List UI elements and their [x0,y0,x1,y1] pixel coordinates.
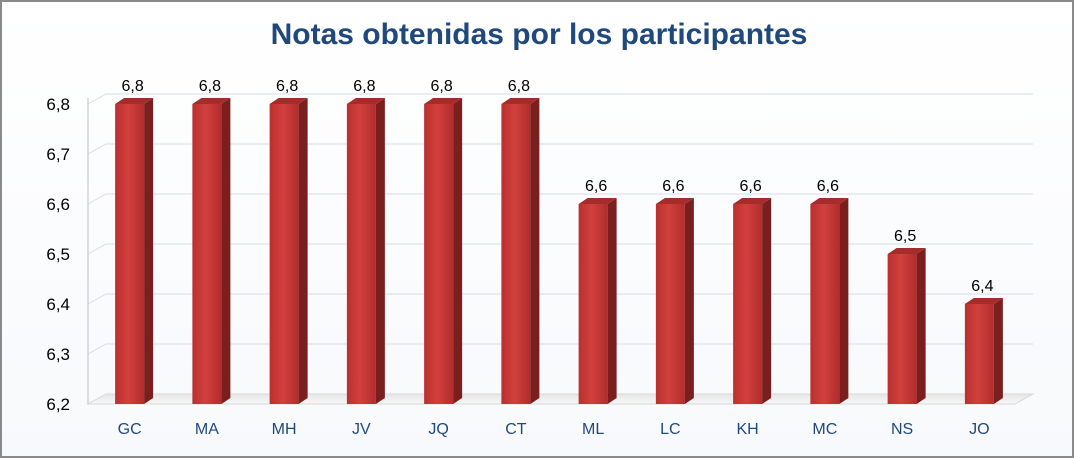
bar-side [916,248,926,404]
gridline [87,243,1033,255]
data-labels: 6,8 6,8 6,8 6,8 6,8 6,8 6,6 6,6 6,6 6,6 6,5 6,4 [122,78,994,295]
bar-top [192,98,231,104]
bar-top [269,98,308,104]
y-tick-label: 6,7 [46,145,70,164]
bar [424,98,463,404]
bar-side [684,198,694,404]
bar-top [887,248,926,254]
bar-top [733,198,772,204]
data-label: 6,6 [740,178,762,195]
bar [269,98,308,404]
x-tick-label: NS [891,421,913,438]
y-axis: 6,2 6,3 6,4 6,5 6,6 6,7 6,8 [46,95,89,414]
chart-title: Notas obtenidas por los participantes [270,18,808,51]
bar-front [115,104,145,404]
data-label: 6,8 [431,78,453,95]
gridline [87,293,1033,305]
bar-side [530,98,540,404]
bar-side [839,198,849,404]
bar-top [964,298,1003,304]
bar-side [298,98,308,404]
gridline [87,93,1033,105]
bar-front [346,104,376,404]
bar-front [424,104,454,404]
bar [346,98,385,404]
bar-side [607,198,617,404]
gridline [87,193,1033,205]
x-tick-label: JQ [428,421,448,438]
bar-top [115,98,154,104]
bar-front [578,204,608,404]
bar-front [269,104,299,404]
bar-side [993,298,1003,404]
x-tick-label: MH [272,421,297,438]
bar-top [578,198,617,204]
data-label: 6,8 [122,78,144,95]
data-label: 6,8 [276,78,298,95]
bar [115,98,154,404]
bar [810,198,849,404]
bar-top [655,198,694,204]
bar-front [501,104,531,404]
bar-top [424,98,463,104]
bar-front [733,204,763,404]
y-tick-label: 6,4 [46,295,70,314]
bar [578,198,617,404]
y-tick-label: 6,5 [46,245,70,264]
x-tick-label: MC [812,421,837,438]
data-label: 6,6 [585,178,607,195]
bar [733,198,772,404]
bar-front [887,254,917,404]
data-label: 6,4 [971,278,993,295]
data-label: 6,8 [508,78,530,95]
x-tick-label: GC [118,421,142,438]
bar-top [346,98,385,104]
x-tick-label: ML [582,421,604,438]
y-tick-label: 6,8 [46,95,70,114]
y-tick-label: 6,3 [46,345,70,364]
x-tick-label: CT [505,421,527,438]
bar [655,198,694,404]
bar [501,98,540,404]
bar-front [810,204,840,404]
y-tick-label: 6,6 [46,195,70,214]
gridline [87,343,1033,355]
bar-side [453,98,463,404]
gridlines [86,93,1035,405]
bar-front [964,304,994,404]
bar-side [221,98,231,404]
bar [192,98,231,404]
x-tick-label: LC [660,421,680,438]
x-tick-label: JO [969,421,989,438]
data-label: 6,8 [199,78,221,95]
bar-side [144,98,154,404]
data-label: 6,6 [817,178,839,195]
bar-front [192,104,222,404]
x-axis: GC MA MH JV JQ CT ML LC KH MC NS JO [118,421,990,438]
bar-front [655,204,685,404]
gridline [87,143,1033,155]
x-tick-label: MA [195,421,219,438]
x-tick-label: JV [352,421,371,438]
data-label: 6,5 [894,228,916,245]
bar-side [762,198,772,404]
bar-side [375,98,385,404]
bar [964,298,1003,404]
bar-top [501,98,540,104]
y-tick-label: 6,2 [46,395,70,414]
x-tick-label: KH [737,421,759,438]
bar-top [810,198,849,204]
bar [887,248,926,404]
data-label: 6,6 [662,178,684,195]
chart-floor [86,393,1035,405]
data-label: 6,8 [353,78,375,95]
bars [115,98,1003,404]
